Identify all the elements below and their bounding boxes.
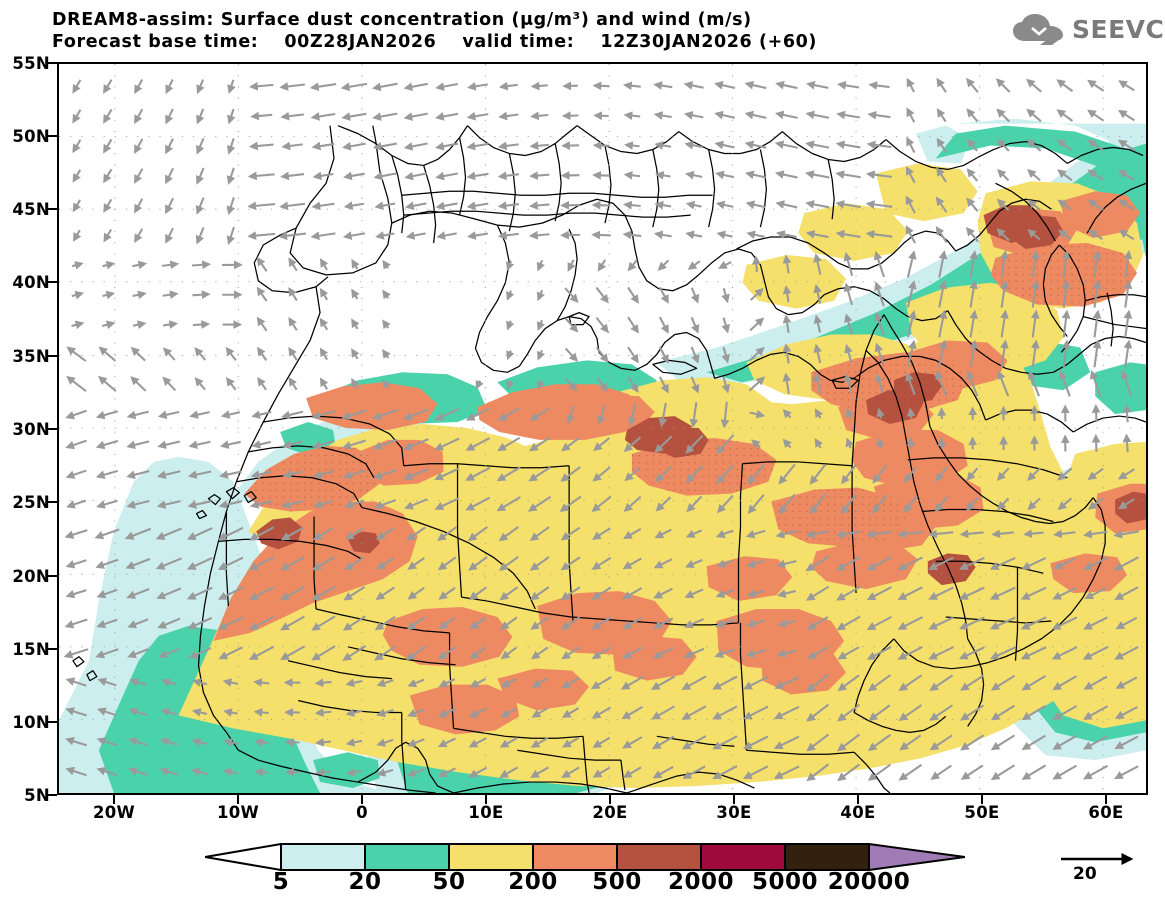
x-tick-label: 20W [92,803,136,822]
x-tick-label: 40E [840,803,876,822]
y-tick-label: 40N [12,273,50,292]
y-tick-label: 30N [12,420,50,439]
chart-subtitle: Forecast base time: 00Z28JAN2026 valid tim… [52,31,817,53]
chart-header: DREAM8-assim: Surface dust concentration… [0,0,1165,58]
x-tick-label: 10W [216,803,260,822]
valid-time-value: 12Z30JAN2026 (+60) [600,32,818,52]
wind-scale-reference [1061,853,1134,865]
colorbar-tick-label: 5 [272,869,290,895]
cloud-icon [1013,14,1063,45]
x-tick-label: 10E [468,803,504,822]
colorbar-tick-label: 200 [508,869,558,895]
x-tick-label: 0 [356,803,368,822]
forecast-base-label: Forecast base time: [52,32,259,52]
colorbar-tick-label: 5000 [751,869,818,895]
colorbar-tick-label: 500 [592,869,642,895]
wind-scale-value: 20 [1073,864,1097,884]
y-tick-label: 45N [12,200,50,219]
x-tick-label: 60E [1088,803,1124,822]
dust-concentration-map[interactable] [57,62,1148,795]
x-tick-label: 50E [964,803,1000,822]
x-tick-label: 30E [716,803,752,822]
y-tick-label: 15N [12,640,50,659]
colorbar-tick-label: 20000 [827,869,911,895]
y-tick-label: 35N [12,347,50,366]
logo-text: SEEVCCC [1072,15,1165,44]
map-canvas [59,64,1146,793]
wind-vector-field [63,77,1140,782]
y-tick-label: 55N [12,54,50,73]
y-tick-label: 5N [24,786,50,805]
valid-time-label: valid time: [462,32,575,52]
x-tick-label: 20E [592,803,628,822]
y-tick-label: 25N [12,493,50,512]
y-tick-label: 10N [12,713,50,732]
forecast-base-value: 00Z28JAN2026 [284,32,437,52]
y-tick-label: 20N [12,567,50,586]
colorbar-tick-label: 2000 [667,869,734,895]
colorbar[interactable] [205,843,965,871]
colorbar-tick-label: 20 [348,869,382,895]
colorbar-tick-label: 50 [432,869,466,895]
y-tick-label: 50N [12,127,50,146]
colorbar-labels: 5 20 50 200 500 2000 5000 20000 [205,869,965,899]
title-block: DREAM8-assim: Surface dust concentration… [52,9,817,53]
chart-title: DREAM8-assim: Surface dust concentration… [52,10,752,30]
seevccc-logo: SEEVCCC [1012,12,1165,48]
